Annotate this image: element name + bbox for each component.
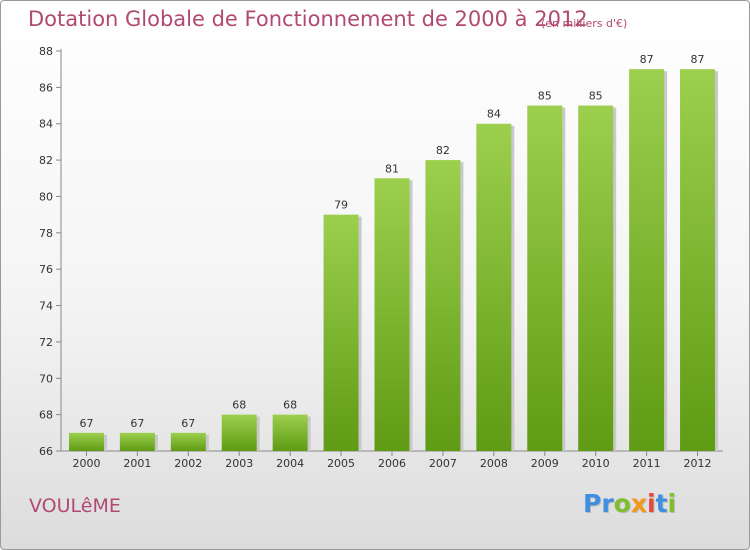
y-tick-label: 88 bbox=[39, 45, 53, 58]
y-tick-label: 82 bbox=[39, 154, 53, 167]
y-tick-label: 80 bbox=[39, 190, 53, 203]
logo-letter: i bbox=[667, 489, 677, 518]
y-tick-label: 74 bbox=[39, 300, 53, 313]
axes: 66 68 70 72 74 76 78 80 82 84 86 88 2000 2001 2002 2003… bbox=[39, 45, 723, 470]
logo-letter: P bbox=[583, 489, 602, 518]
y-tick-label: 86 bbox=[39, 81, 53, 94]
commune-name: VOULêME bbox=[29, 495, 121, 517]
bar-2007 bbox=[425, 160, 461, 451]
units-label: (en milliers d'€) bbox=[541, 17, 628, 30]
logo-letter: r bbox=[601, 489, 614, 518]
y-tick-label: 84 bbox=[39, 118, 53, 131]
data-label: 85 bbox=[589, 90, 603, 103]
bar-2004 bbox=[272, 414, 308, 451]
x-tick-label: 2004 bbox=[276, 457, 304, 470]
bar-2009 bbox=[527, 105, 563, 451]
proxiti-logo: Proxiti bbox=[583, 489, 676, 518]
x-tick-label: 2007 bbox=[429, 457, 457, 470]
y-tick-label: 70 bbox=[39, 372, 53, 385]
data-label: 79 bbox=[334, 199, 348, 212]
data-label: 68 bbox=[283, 399, 297, 412]
bar-2005 bbox=[323, 214, 359, 451]
x-tick-label: 2000 bbox=[72, 457, 100, 470]
y-tick-label: 78 bbox=[39, 227, 53, 240]
x-tick-label: 2010 bbox=[582, 457, 610, 470]
x-tick-label: 2009 bbox=[531, 457, 559, 470]
bar-2008 bbox=[476, 123, 512, 452]
bar-2010 bbox=[578, 105, 614, 451]
data-label: 87 bbox=[640, 53, 654, 66]
x-tick-label: 2011 bbox=[633, 457, 661, 470]
data-label: 67 bbox=[130, 417, 144, 430]
chart-title: Dotation Globale de Fonctionnement de 20… bbox=[28, 7, 588, 31]
data-label: 81 bbox=[385, 162, 399, 175]
data-label: 82 bbox=[436, 144, 450, 157]
bar-2001 bbox=[119, 432, 155, 451]
logo-letter: i bbox=[647, 489, 656, 518]
x-tick-label: 2006 bbox=[378, 457, 406, 470]
x-tick-label: 2003 bbox=[225, 457, 253, 470]
bar-2011 bbox=[629, 69, 665, 451]
data-label: 67 bbox=[79, 417, 93, 430]
data-label: 87 bbox=[691, 53, 705, 66]
y-tick-label: 76 bbox=[39, 263, 53, 276]
x-tick-label: 2008 bbox=[480, 457, 508, 470]
bar-2012 bbox=[680, 69, 716, 451]
data-label: 67 bbox=[181, 417, 195, 430]
data-label: 85 bbox=[538, 90, 552, 103]
logo-letter: x bbox=[630, 489, 647, 518]
x-tick-label: 2005 bbox=[327, 457, 355, 470]
x-tick-label: 2001 bbox=[123, 457, 151, 470]
bar-2000 bbox=[68, 432, 104, 451]
y-tick-label: 66 bbox=[39, 445, 53, 458]
bar-2006 bbox=[374, 178, 410, 452]
bar-2003 bbox=[221, 414, 257, 451]
y-tick-label: 72 bbox=[39, 336, 53, 349]
logo-letter: t bbox=[655, 489, 668, 518]
bar-2002 bbox=[170, 432, 206, 451]
x-tick-label: 2012 bbox=[684, 457, 712, 470]
logo-letter: o bbox=[613, 489, 631, 518]
y-tick-label: 68 bbox=[39, 409, 53, 422]
x-tick-label: 2002 bbox=[174, 457, 202, 470]
data-label: 68 bbox=[232, 399, 246, 412]
bars: 67 67 67 68 68 79 81 82 84 85 85 87 87 bbox=[68, 53, 719, 452]
data-label: 84 bbox=[487, 108, 501, 121]
